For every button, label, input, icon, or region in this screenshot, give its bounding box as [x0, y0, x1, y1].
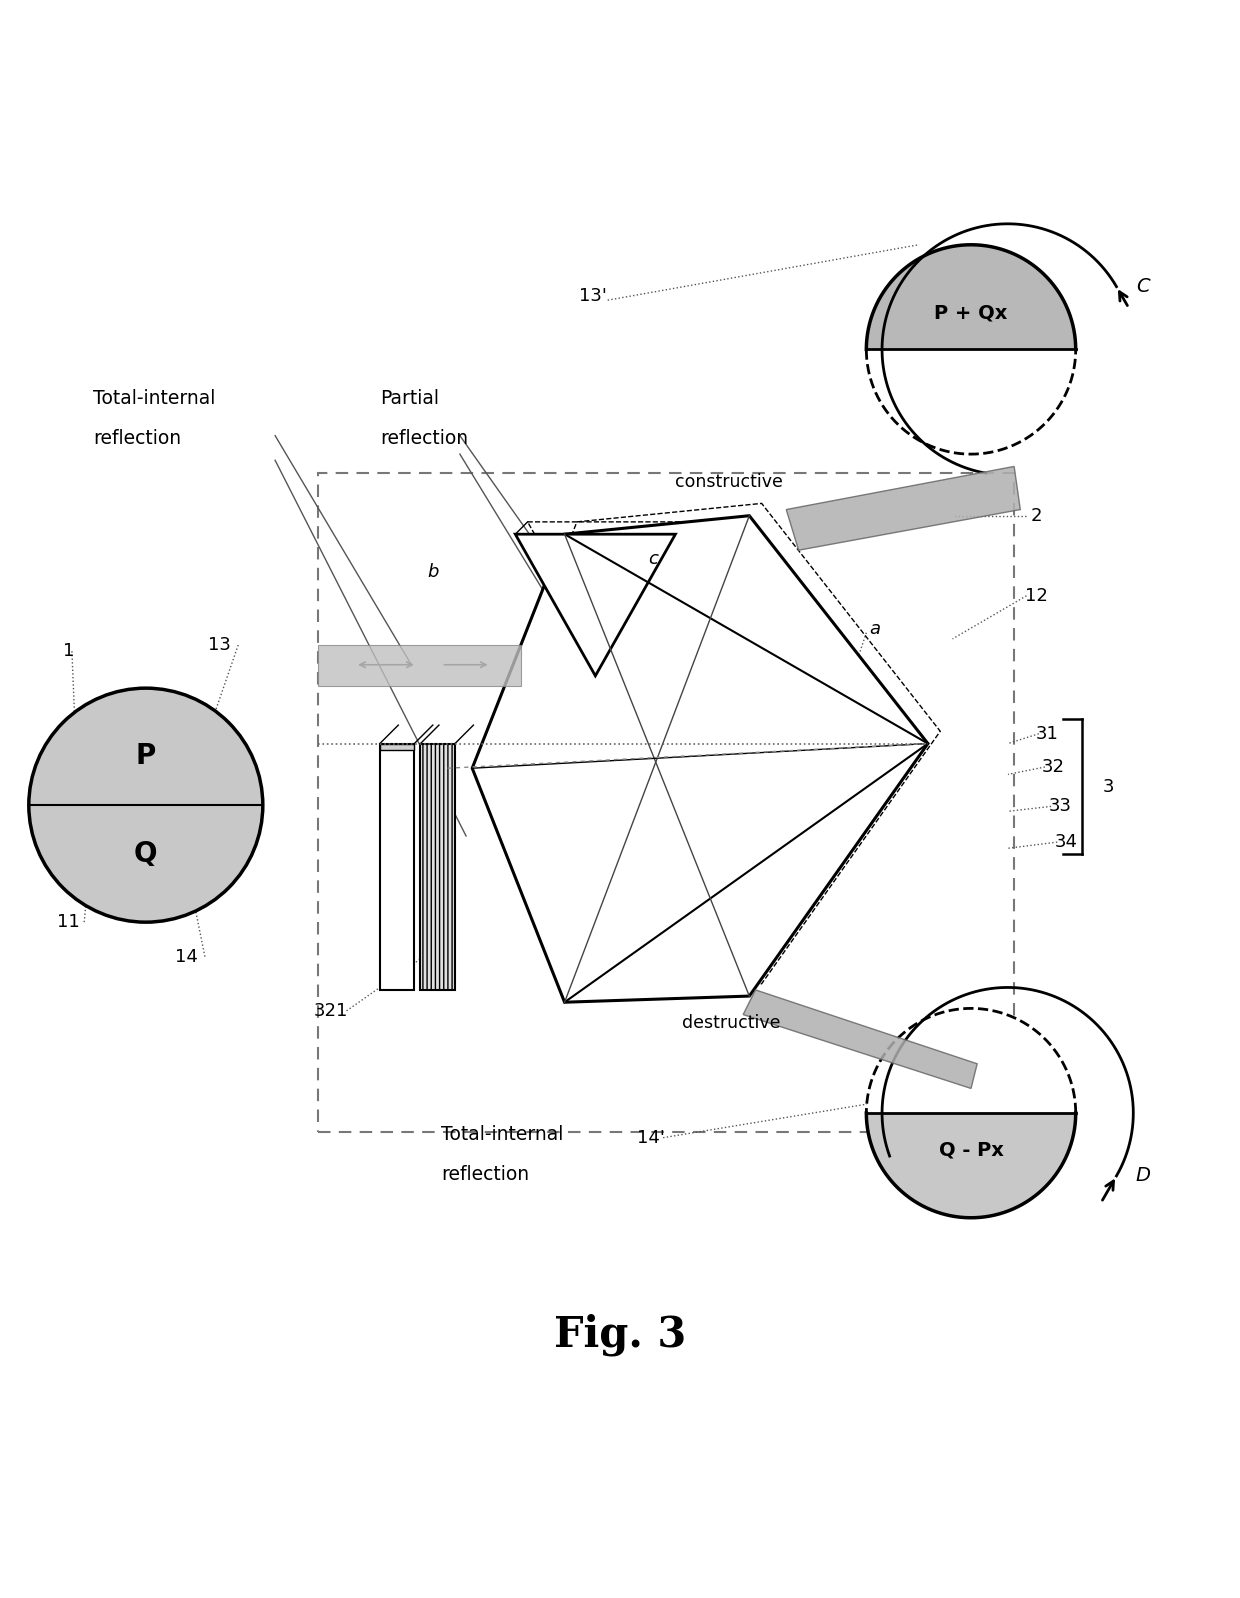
- Text: Total-internal: Total-internal: [93, 390, 216, 407]
- Text: c: c: [649, 550, 658, 567]
- Text: destructive: destructive: [682, 1015, 780, 1032]
- Polygon shape: [867, 1114, 1076, 1218]
- Text: reflection: reflection: [93, 428, 181, 447]
- Bar: [420, 743, 455, 989]
- Text: Fig. 3: Fig. 3: [554, 1314, 686, 1357]
- Text: Q: Q: [134, 841, 157, 868]
- Text: Q - Px: Q - Px: [939, 1141, 1003, 1159]
- Polygon shape: [516, 534, 676, 676]
- Text: a: a: [869, 620, 880, 638]
- Text: 13': 13': [579, 288, 606, 305]
- Text: 31: 31: [1035, 725, 1059, 743]
- Text: 2: 2: [1030, 507, 1042, 524]
- Text: 32: 32: [1042, 757, 1065, 777]
- Text: 34: 34: [1054, 833, 1078, 852]
- Polygon shape: [867, 244, 1076, 350]
- Text: reflection: reflection: [379, 428, 467, 447]
- Polygon shape: [29, 805, 263, 922]
- Text: P: P: [135, 741, 156, 770]
- Text: 12: 12: [1025, 586, 1048, 604]
- Polygon shape: [379, 743, 414, 749]
- Text: 11: 11: [57, 912, 79, 932]
- Text: b: b: [427, 564, 439, 582]
- Polygon shape: [786, 467, 1021, 550]
- Text: 1: 1: [62, 642, 74, 660]
- Text: C: C: [1137, 276, 1151, 296]
- Text: Partial: Partial: [379, 390, 439, 407]
- Text: 3: 3: [1102, 778, 1115, 796]
- Bar: [379, 743, 414, 989]
- Polygon shape: [472, 516, 928, 1002]
- Text: 14: 14: [175, 948, 198, 965]
- Text: constructive: constructive: [676, 473, 784, 492]
- Polygon shape: [319, 646, 522, 686]
- Text: D: D: [1136, 1167, 1151, 1186]
- Bar: [319, 473, 1014, 1131]
- Text: Total-internal: Total-internal: [441, 1125, 564, 1144]
- Text: 321: 321: [314, 1002, 347, 1020]
- Text: reflection: reflection: [441, 1165, 529, 1184]
- Polygon shape: [867, 350, 1076, 454]
- Text: P + Qx: P + Qx: [934, 304, 1008, 323]
- Text: 13: 13: [208, 636, 231, 654]
- Polygon shape: [743, 989, 977, 1088]
- Text: 33: 33: [1048, 797, 1071, 815]
- Text: 14': 14': [637, 1128, 665, 1147]
- Polygon shape: [29, 689, 263, 805]
- Polygon shape: [867, 1008, 1076, 1114]
